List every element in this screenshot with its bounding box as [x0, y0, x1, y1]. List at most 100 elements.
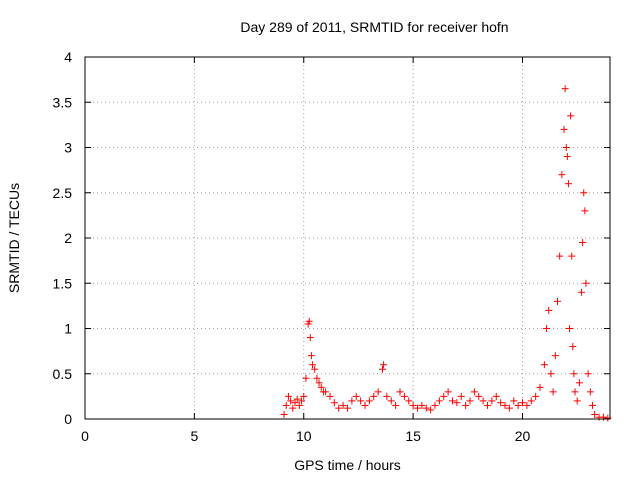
data-point [558, 171, 566, 179]
data-point [560, 125, 568, 133]
x-tick-label: 20 [515, 428, 531, 444]
data-point [519, 399, 526, 407]
data-point [293, 395, 301, 403]
data-point [396, 388, 404, 396]
data-point [567, 112, 575, 120]
data-point [488, 397, 496, 405]
data-point [492, 392, 500, 400]
data-point [387, 397, 395, 405]
y-tick-label: 3 [64, 140, 72, 156]
data-point [514, 401, 522, 409]
data-point [582, 279, 590, 287]
data-point [569, 343, 577, 351]
data-point [527, 397, 535, 405]
data-point [282, 401, 290, 409]
data-point [470, 388, 478, 396]
data-point [344, 404, 351, 412]
data-point [589, 401, 596, 409]
data-point [400, 392, 408, 400]
data-point [309, 361, 316, 369]
data-point [453, 399, 461, 407]
data-point [352, 392, 360, 400]
y-tick-label: 1.5 [53, 275, 73, 291]
data-point [427, 406, 435, 414]
data-point [339, 401, 347, 409]
data-point [578, 288, 586, 296]
data-point [361, 401, 369, 409]
data-point [298, 397, 306, 405]
data-point [284, 392, 292, 400]
data-point [322, 388, 330, 396]
data-point [575, 379, 583, 387]
data-point [306, 334, 314, 342]
data-point [536, 383, 544, 391]
data-point [568, 252, 576, 260]
data-point [295, 401, 303, 409]
data-point [422, 404, 430, 412]
y-tick-label: 0 [64, 411, 72, 427]
data-point [563, 153, 571, 161]
data-point [311, 365, 319, 373]
grid [85, 57, 610, 419]
data-point [591, 410, 599, 418]
data-point [431, 401, 439, 409]
data-point [554, 297, 561, 305]
y-axis-label: SRMTID / TECUs [6, 183, 22, 293]
data-points [280, 85, 612, 422]
data-point [545, 306, 553, 314]
y-tick-label: 3.5 [53, 94, 73, 110]
data-point [289, 404, 297, 412]
data-point [462, 401, 470, 409]
data-point [523, 401, 531, 409]
data-point [571, 388, 579, 396]
data-point [532, 392, 540, 400]
data-point [497, 399, 505, 407]
data-point [510, 397, 518, 405]
data-point [444, 388, 452, 396]
data-point [440, 392, 448, 400]
data-point [586, 388, 594, 396]
data-point [540, 361, 548, 369]
y-tick-label: 4 [64, 49, 72, 65]
data-point [280, 410, 288, 418]
data-point [409, 401, 417, 409]
data-point [584, 370, 592, 378]
data-point [379, 365, 386, 373]
y-tick-label: 1 [64, 321, 72, 337]
data-point [505, 404, 513, 412]
data-point [348, 397, 356, 405]
data-point [599, 413, 607, 421]
data-point [374, 388, 382, 396]
y-tick-label: 2.5 [53, 185, 73, 201]
data-point [449, 397, 456, 405]
data-point [457, 392, 465, 400]
data-point [501, 401, 509, 409]
data-point [570, 370, 578, 378]
data-point [479, 397, 487, 405]
data-point [484, 401, 491, 409]
data-point [335, 404, 343, 412]
data-point [566, 325, 574, 332]
data-point [302, 374, 310, 382]
data-point [418, 401, 426, 409]
data-point [365, 397, 373, 405]
y-tick-label: 2 [64, 230, 72, 246]
data-point [383, 392, 391, 400]
data-point [313, 374, 321, 382]
data-point [414, 404, 421, 412]
data-point [579, 239, 587, 247]
x-tick-label: 0 [81, 428, 89, 444]
data-point [547, 370, 555, 378]
data-point [573, 397, 581, 405]
data-point [466, 397, 474, 405]
data-point [317, 383, 325, 391]
data-point [326, 392, 334, 400]
data-point [291, 399, 299, 407]
x-axis-label: GPS time / hours [294, 457, 401, 473]
x-tick-label: 10 [296, 428, 312, 444]
data-point [287, 397, 295, 405]
data-point [564, 180, 572, 188]
data-point [370, 392, 378, 400]
